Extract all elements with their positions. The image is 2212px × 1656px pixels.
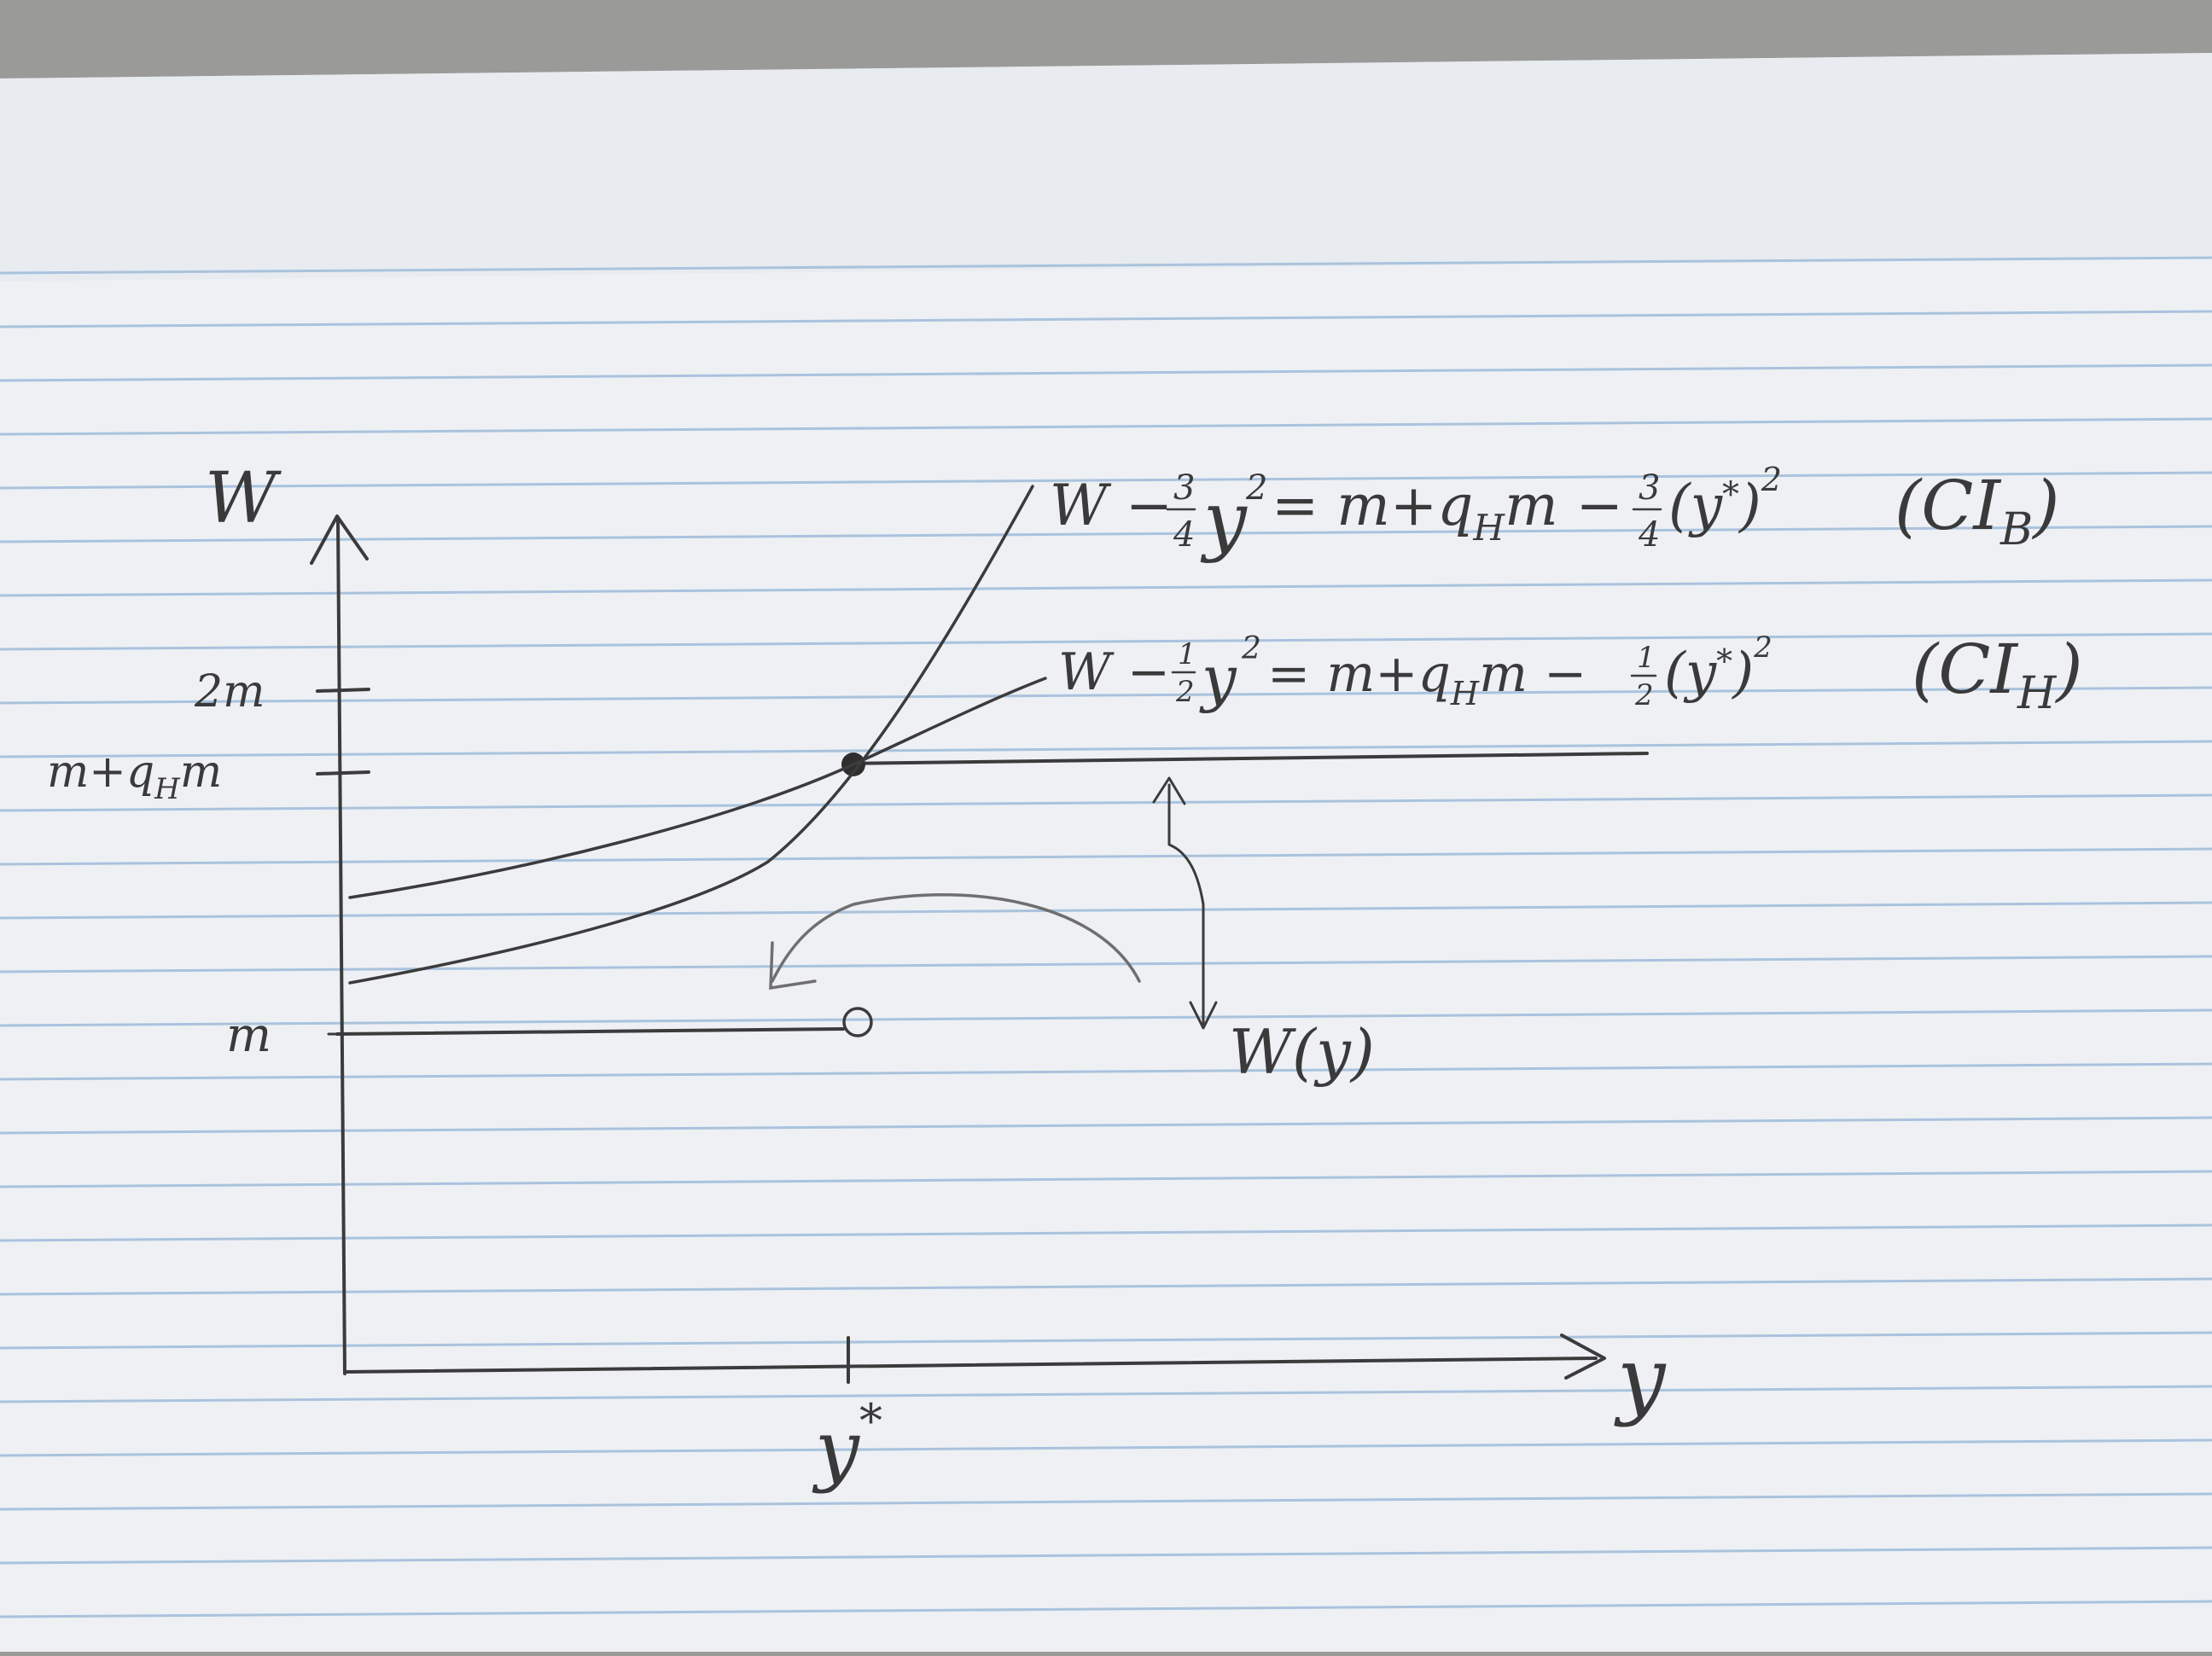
tick-label-m-plus-qhm: m+qHm	[47, 747, 222, 806]
double-arrow-bottom	[1189, 1001, 1218, 1030]
ci-b-rhs-tail: (y*)2	[1668, 461, 1782, 538]
line-m	[335, 1027, 845, 1036]
paper-sheet	[0, 53, 2212, 1652]
rule-line	[0, 1223, 2212, 1242]
x-axis-arrowhead	[1560, 1334, 1606, 1380]
ci-b-frac-den: 4	[1173, 515, 1195, 555]
ci-h-exp: 2	[1241, 631, 1261, 666]
ci-b-exp: 2	[1245, 468, 1267, 508]
curve-ci-b	[348, 485, 1034, 985]
rule-line	[0, 417, 2212, 436]
rule-line	[0, 793, 2212, 812]
open-dot	[842, 1007, 873, 1037]
rule-line	[0, 1170, 2212, 1188]
ci-h-frac-num: 1	[1178, 637, 1196, 671]
y-axis-arrowhead	[310, 514, 369, 565]
equation-ci-h: W − 1 2 y 2 = m+qHm − 1 2 (y*)2 (CIH)	[1058, 630, 2083, 719]
rule-line	[0, 310, 2212, 328]
svg-text:W −: W −	[1050, 473, 1173, 538]
rule-line	[0, 1492, 2212, 1511]
ci-h-rhs-frac-den: 2	[1634, 678, 1654, 712]
rule-line	[0, 578, 2212, 597]
rule-line	[0, 901, 2212, 920]
rule-line	[0, 1331, 2212, 1350]
curve-ci-h	[348, 677, 1047, 899]
ci-b-tag: (CIB)	[1895, 466, 2059, 555]
paper-shade	[0, 53, 2212, 282]
svg-text:W −: W −	[1058, 642, 1170, 702]
ci-b-frac-num: 3	[1173, 468, 1195, 508]
rule-line	[0, 740, 2212, 758]
rule-line	[0, 686, 2212, 705]
x-axis-label: y	[1614, 1328, 1667, 1428]
curved-arrow-head	[769, 941, 817, 991]
ci-b-rhs-frac-den: 4	[1638, 515, 1660, 555]
ci-h-y: y	[1199, 642, 1237, 714]
double-arrow-top	[1152, 776, 1186, 805]
rule-line	[0, 363, 2212, 382]
tick-label-2m: 2m	[194, 666, 265, 718]
ci-b-y: y	[1200, 475, 1248, 565]
rule-line	[0, 1116, 2212, 1135]
rule-line	[0, 1438, 2212, 1457]
ruled-lines	[0, 256, 2212, 1618]
rule-line	[0, 1008, 2212, 1027]
rule-line	[0, 1062, 2212, 1081]
rule-line	[0, 632, 2212, 651]
ci-h-rhs-frac-num: 1	[1637, 641, 1656, 675]
rule-line	[0, 471, 2212, 490]
tick-label-m: m	[226, 1008, 271, 1063]
rule-line	[0, 1385, 2212, 1403]
ci-h-rhs: = m+qHm −	[1267, 644, 1586, 712]
rule-line	[0, 1546, 2212, 1565]
ci-h-tag: (CIH)	[1912, 630, 2083, 719]
rule-line	[0, 1277, 2212, 1296]
y-axis	[336, 519, 346, 1375]
ci-b-rhs: = m+qHm −	[1272, 473, 1623, 549]
double-arrow	[1167, 783, 1205, 1026]
rule-line	[0, 955, 2212, 973]
rule-line	[0, 256, 2212, 275]
tick-m-plus-qhm	[316, 770, 370, 776]
rule-line	[0, 847, 2212, 866]
ci-h-frac-den: 2	[1175, 675, 1195, 709]
equation-ci-b: W − 3 4 y 2 = m+qHm − 3 4 (y*)2 (CIB)	[1050, 461, 2059, 565]
tick-label-y-star: y*	[812, 1394, 882, 1495]
ci-b-rhs-frac-num: 3	[1639, 468, 1660, 508]
x-axis	[343, 1357, 1598, 1374]
curved-arrow	[771, 893, 1141, 983]
y-axis-label: W	[205, 458, 282, 539]
rule-line	[0, 1600, 2212, 1618]
label-w-of-y: W(y)	[1229, 1016, 1375, 1088]
tick-2m	[316, 688, 370, 693]
line-m-plus-qhm	[843, 752, 1649, 765]
ci-h-rhs-tail: (y*)2	[1664, 630, 1773, 705]
rule-line	[0, 525, 2212, 543]
